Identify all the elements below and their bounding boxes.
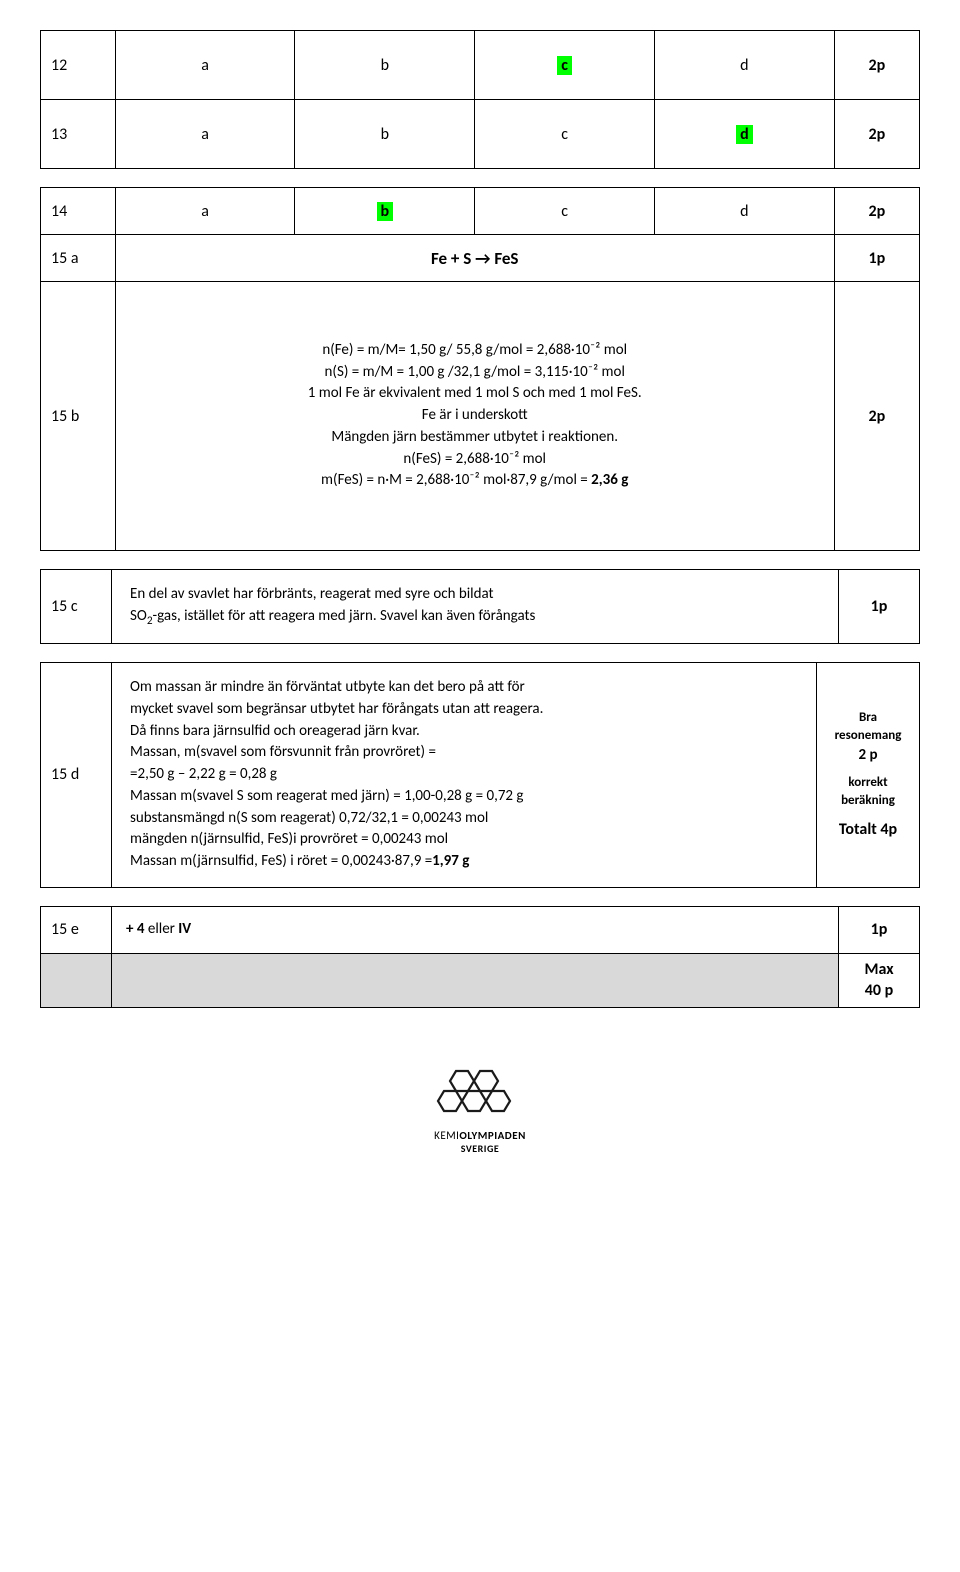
pts-15d-l4: korrekt (823, 774, 913, 792)
row-num-12: 12 (41, 31, 116, 100)
table-14-15b: 14 a b c d 2p 15 a Fe + S → FeS 1p 15 b … (40, 187, 920, 551)
eq-15a: Fe + S → FeS (115, 235, 834, 282)
pts-15b: 2p (834, 282, 919, 551)
opt-14-b: b (295, 188, 475, 235)
row-15c: 15 c En del av svavlet har förbränts, re… (41, 570, 920, 644)
logo-text: KEMIOLYMPIADEN SVERIGE (40, 1130, 920, 1154)
row-15a: 15 a Fe + S → FeS 1p (41, 235, 920, 282)
row-num-14: 14 (41, 188, 116, 235)
line-15b-last: m(FeS) = n·M = 2,688·10⁻² mol·87,9 g/mol… (134, 470, 816, 492)
hexagon-logo-icon (435, 1068, 525, 1123)
opt-12-c: c (475, 31, 655, 100)
line-15c-1: En del av svavlet har förbränts, reagera… (130, 584, 820, 606)
row-num-15d: 15 d (41, 663, 112, 888)
line-15c-2: SO2-gas, istället för att reagera med jä… (130, 606, 820, 629)
content-15b: n(Fe) = m/M= 1,50 g/ 55,8 g/mol = 2,688·… (115, 282, 834, 551)
line-15d-1: mycket svavel som begränsar utbytet har … (130, 699, 798, 721)
table-15d: 15 d Om massan är mindre än förväntat ut… (40, 662, 920, 888)
pts-13: 2p (834, 100, 919, 169)
row-15e: 15 e + 4 eller IV 1p (41, 906, 920, 953)
pts-12: 2p (834, 31, 919, 100)
line-15d-2: Då finns bara järnsulfid och oreagerad j… (130, 721, 798, 743)
table-15c: 15 c En del av svavlet har förbränts, re… (40, 569, 920, 644)
max-blank-1 (41, 953, 112, 1008)
pts-15d: Bra resonemang 2 p korrekt beräkning Tot… (817, 663, 920, 888)
row-max: Max 40 p (41, 953, 920, 1008)
pts-14: 2p (834, 188, 919, 235)
table-15e-max: 15 e + 4 eller IV 1p Max 40 p (40, 906, 920, 1009)
highlight-13d: d (736, 125, 753, 144)
row-13: 13 a b c d 2p (41, 100, 920, 169)
opt-12-d: d (654, 31, 834, 100)
row-num-15c: 15 c (41, 570, 112, 644)
row-15b: 15 b n(Fe) = m/M= 1,50 g/ 55,8 g/mol = 2… (41, 282, 920, 551)
line-15d-6: substansmängd n(S som reagerat) 0,72/32,… (130, 808, 798, 830)
row-num-15b: 15 b (41, 282, 116, 551)
line-15d-3: Massan, m(svavel som försvunnit från pro… (130, 742, 798, 764)
highlight-14b: b (377, 202, 394, 221)
line-15b-1: n(S) = m/M = 1,00 g /32,1 g/mol = 3,115·… (134, 362, 816, 384)
opt-13-c: c (475, 100, 655, 169)
opt-12-a: a (115, 31, 295, 100)
opt-12-b: b (295, 31, 475, 100)
row-12: 12 a b c d 2p (41, 31, 920, 100)
content-15c: En del av svavlet har förbränts, reagera… (112, 570, 839, 644)
line-15b-2: 1 mol Fe är ekvivalent med 1 mol S och m… (134, 383, 816, 405)
line-15b-0: n(Fe) = m/M= 1,50 g/ 55,8 g/mol = 2,688·… (134, 340, 816, 362)
max-blank-2 (112, 953, 839, 1008)
pts-15d-l2: resonemang (823, 727, 913, 745)
opt-14-c: c (475, 188, 655, 235)
line-15d-4: =2,50 g – 2,22 g = 0,28 g (130, 764, 798, 786)
row-14: 14 a b c d 2p (41, 188, 920, 235)
pts-15e: 1p (839, 906, 920, 953)
opt-13-a: a (115, 100, 295, 169)
pts-max: Max 40 p (839, 953, 920, 1008)
table-12-13: 12 a b c d 2p 13 a b c d 2p (40, 30, 920, 169)
opt-13-d: d (654, 100, 834, 169)
pts-15c: 1p (839, 570, 920, 644)
pts-15d-l6: Totalt 4p (823, 819, 913, 841)
row-num-15e: 15 e (41, 906, 112, 953)
footer-logo: KEMIOLYMPIADEN SVERIGE (40, 1068, 920, 1154)
opt-14-a: a (115, 188, 295, 235)
line-15d-7: mängden n(järnsulfid, FeS)i provröret = … (130, 829, 798, 851)
line-15d-last: Massan m(järnsulfid, FeS) i röret = 0,00… (130, 851, 798, 873)
row-num-15a: 15 a (41, 235, 116, 282)
pts-15d-l5: beräkning (823, 792, 913, 810)
pts-15d-l3: 2 p (823, 745, 913, 766)
opt-13-b: b (295, 100, 475, 169)
line-15b-5: n(FeS) = 2,688·10⁻² mol (134, 449, 816, 471)
content-15d: Om massan är mindre än förväntat utbyte … (112, 663, 817, 888)
pts-15a: 1p (834, 235, 919, 282)
line-15b-3: Fe är i underskott (134, 405, 816, 427)
highlight-12c: c (557, 56, 572, 75)
row-15d: 15 d Om massan är mindre än förväntat ut… (41, 663, 920, 888)
content-15e: + 4 eller IV (112, 906, 839, 953)
line-15b-4: Mängden järn bestämmer utbytet i reaktio… (134, 427, 816, 449)
line-15d-5: Massan m(svavel S som reagerat med järn)… (130, 786, 798, 808)
line-15d-0: Om massan är mindre än förväntat utbyte … (130, 677, 798, 699)
pts-15d-l1: Bra (823, 709, 913, 727)
row-num-13: 13 (41, 100, 116, 169)
opt-14-d: d (654, 188, 834, 235)
